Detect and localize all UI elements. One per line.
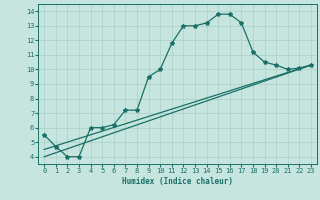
X-axis label: Humidex (Indice chaleur): Humidex (Indice chaleur)	[122, 177, 233, 186]
